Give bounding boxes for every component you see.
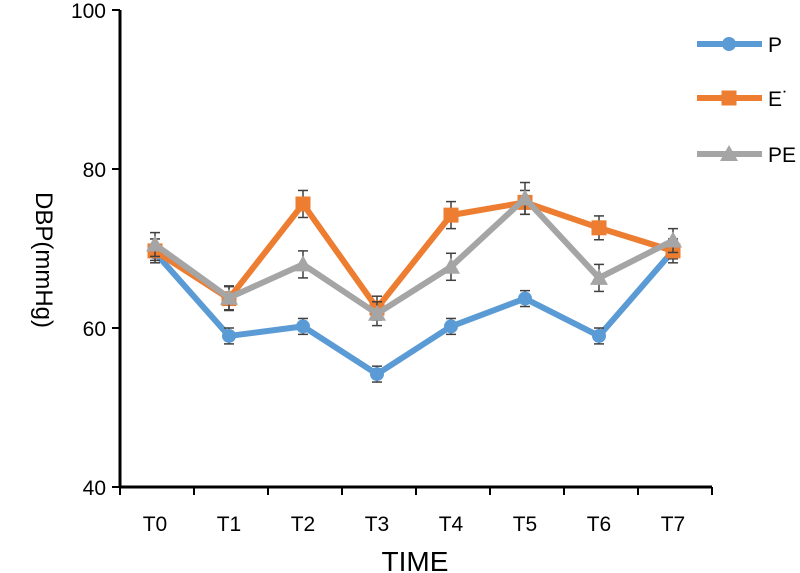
axes: 40 60 80 100 T0 T1 T2 T3 T4 T5 T6 T7 [71, 0, 713, 536]
x-tick-label: T4 [439, 513, 464, 536]
data-point [296, 319, 310, 334]
data-point [368, 304, 386, 321]
data-point [518, 291, 532, 306]
x-tick-label: T5 [513, 513, 538, 536]
series-line [152, 248, 676, 378]
legend: P E˙ PE [697, 34, 796, 167]
legend-swatch-marker [722, 37, 736, 51]
data-point [443, 207, 459, 223]
legend-label: P [768, 34, 782, 57]
legend-label: E˙ [768, 88, 789, 111]
data-point [592, 328, 606, 343]
y-tick-label: 40 [83, 477, 106, 500]
y-tick-label: 80 [83, 159, 106, 182]
legend-item: PE [697, 144, 796, 167]
y-tick-label: 100 [71, 0, 106, 23]
data-point [516, 189, 534, 206]
x-tick-label: T3 [365, 513, 390, 536]
legend-label: PE [768, 144, 796, 167]
x-tick-label: T6 [587, 513, 612, 536]
x-tick-label: T1 [217, 513, 242, 536]
data-point [220, 288, 238, 305]
series-pe [146, 181, 682, 327]
data-point [222, 328, 236, 343]
data-point [294, 255, 312, 272]
data-point [591, 220, 607, 236]
data-point [444, 319, 458, 334]
data-point [295, 196, 311, 212]
x-tick-label: T7 [661, 513, 686, 536]
series-layer [146, 181, 682, 383]
y-axis-title: DBP(mmHg) [30, 192, 57, 328]
data-point [370, 367, 384, 382]
data-point [442, 257, 460, 274]
legend-swatch-marker [720, 145, 738, 161]
y-tick-label: 60 [83, 318, 106, 341]
x-axis-title: TIME [382, 546, 449, 573]
data-point [146, 235, 164, 252]
data-point [590, 268, 608, 285]
legend-swatch-marker [721, 90, 737, 106]
data-point [664, 231, 682, 248]
x-tick-label: T2 [291, 513, 316, 536]
series-line [153, 199, 674, 312]
legend-item: E˙ [697, 88, 789, 111]
x-tick-label: T0 [143, 513, 168, 536]
legend-item: P [697, 34, 782, 57]
series-line [153, 195, 675, 317]
